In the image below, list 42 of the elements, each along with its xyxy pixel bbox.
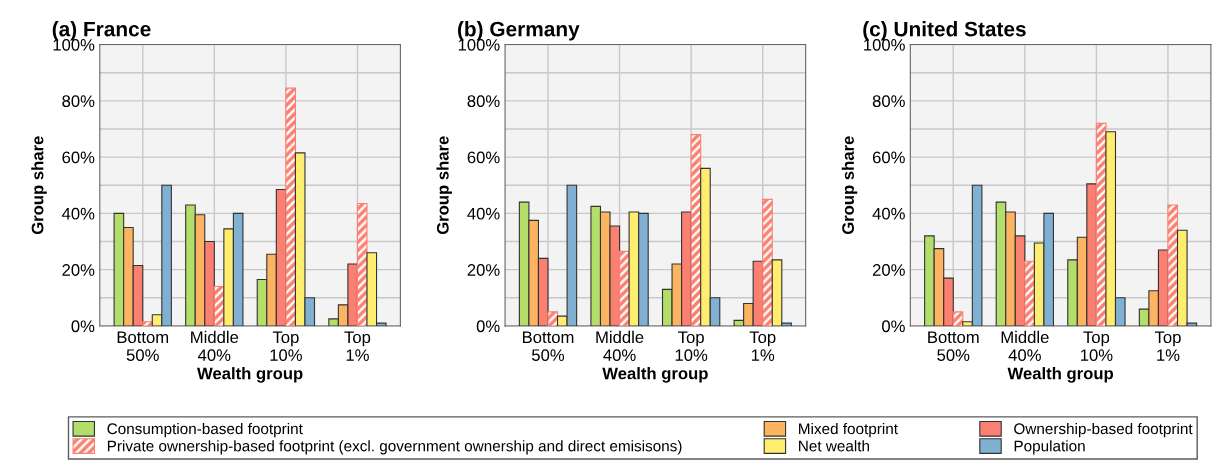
legend-label: Private ownership-based footprint (excl. government ownership and direct emisisons) [107, 440, 682, 455]
y-tick-label: 80% [872, 95, 905, 108]
y-tick-label: 0% [882, 320, 905, 333]
x-tick-label: Top 10% [270, 331, 302, 362]
x-tick-label: Middle 40% [596, 330, 644, 362]
legend-label: Population [1014, 440, 1085, 455]
x-tick-label: Top 1% [749, 331, 776, 361]
y-axis-title: Group share [436, 136, 453, 235]
x-tick-label: Middle 40% [191, 330, 239, 362]
x-tick-label: Bottom 50% [522, 331, 574, 362]
y-tick-label: 80% [467, 95, 500, 108]
y-tick-label: 0% [71, 320, 95, 333]
legend-label: Net wealth [799, 440, 869, 452]
legend-label: Consumption-based footprint [107, 422, 303, 438]
x-tick-label: Top 10% [675, 331, 708, 362]
y-tick-label: 100% [458, 38, 500, 51]
y-tick-label: 40% [61, 207, 95, 220]
y-axis-title: Group share [31, 136, 47, 235]
x-tick-label: Bottom 50% [928, 331, 979, 362]
legend-label: Ownership-based footprint [1014, 422, 1193, 438]
y-tick-label: 60% [62, 151, 95, 164]
x-axis-title: Wealth group [197, 367, 303, 383]
y-tick-label: 60% [872, 151, 905, 164]
y-tick-label: 20% [467, 264, 500, 276]
x-axis-title: Wealth group [602, 367, 708, 383]
y-tick-label: 0% [476, 320, 500, 333]
y-tick-label: 40% [467, 207, 500, 220]
y-tick-label: 40% [872, 207, 905, 220]
x-tick-label: Top 1% [344, 331, 371, 361]
y-tick-label: 20% [872, 264, 905, 276]
y-tick-label: 20% [62, 264, 95, 276]
y-tick-label: 80% [62, 95, 95, 108]
y-tick-label: 100% [864, 38, 905, 51]
x-tick-label: Top 1% [1154, 331, 1181, 361]
y-tick-label: 60% [467, 151, 500, 164]
x-tick-label: Top 10% [1080, 331, 1113, 362]
x-tick-label: Middle 40% [1001, 330, 1049, 362]
y-axis-title: Group share [841, 136, 858, 235]
legend-label: Mixed footprint [799, 422, 898, 438]
y-tick-label: 100% [53, 38, 95, 51]
x-axis-title: Wealth group [1007, 367, 1114, 383]
x-tick-label: Bottom 50% [117, 331, 169, 362]
